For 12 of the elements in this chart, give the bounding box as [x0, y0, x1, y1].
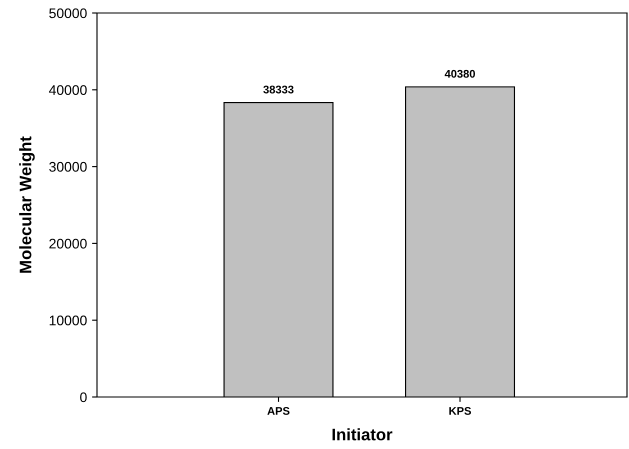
y-tick-label: 20000 — [49, 238, 87, 249]
x-tick-label: KPS — [449, 407, 472, 415]
y-tick-label: 10000 — [50, 316, 87, 326]
y-tick-label: 30000 — [49, 162, 87, 172]
x-axis-title: Initiator — [332, 428, 392, 440]
data-label: 38333 — [263, 86, 294, 94]
y-tick-label: 0 — [80, 392, 87, 402]
x-tick-label: APS — [267, 407, 290, 415]
y-axis-title: Molecular Weight — [19, 136, 35, 273]
data-label: 40380 — [444, 70, 476, 78]
y-tick-label: 50000 — [49, 8, 87, 18]
y-tick-label: 40000 — [48, 85, 87, 95]
